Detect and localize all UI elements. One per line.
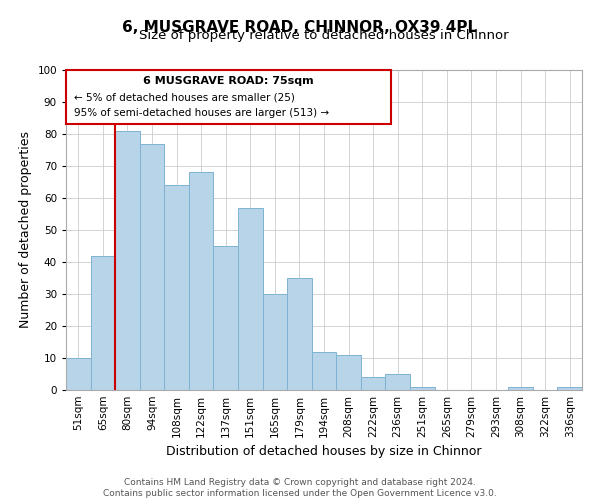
- Bar: [238, 208, 263, 390]
- Bar: [557, 387, 582, 390]
- Bar: [115, 131, 140, 390]
- X-axis label: Distribution of detached houses by size in Chinnor: Distribution of detached houses by size …: [166, 446, 482, 458]
- Text: 6, MUSGRAVE ROAD, CHINNOR, OX39 4PL: 6, MUSGRAVE ROAD, CHINNOR, OX39 4PL: [122, 20, 478, 35]
- Text: ← 5% of detached houses are smaller (25): ← 5% of detached houses are smaller (25): [74, 92, 295, 102]
- Bar: [287, 278, 312, 390]
- Bar: [66, 358, 91, 390]
- FancyBboxPatch shape: [66, 70, 391, 124]
- Bar: [164, 185, 189, 390]
- Bar: [214, 246, 238, 390]
- Text: 6 MUSGRAVE ROAD: 75sqm: 6 MUSGRAVE ROAD: 75sqm: [143, 76, 314, 86]
- Bar: [312, 352, 336, 390]
- Bar: [410, 387, 434, 390]
- Title: Size of property relative to detached houses in Chinnor: Size of property relative to detached ho…: [139, 30, 509, 43]
- Y-axis label: Number of detached properties: Number of detached properties: [19, 132, 32, 328]
- Bar: [140, 144, 164, 390]
- Bar: [91, 256, 115, 390]
- Text: Contains HM Land Registry data © Crown copyright and database right 2024.
Contai: Contains HM Land Registry data © Crown c…: [103, 478, 497, 498]
- Bar: [189, 172, 214, 390]
- Bar: [336, 355, 361, 390]
- Bar: [263, 294, 287, 390]
- Text: 95% of semi-detached houses are larger (513) →: 95% of semi-detached houses are larger (…: [74, 108, 329, 118]
- Bar: [361, 377, 385, 390]
- Bar: [508, 387, 533, 390]
- Bar: [385, 374, 410, 390]
